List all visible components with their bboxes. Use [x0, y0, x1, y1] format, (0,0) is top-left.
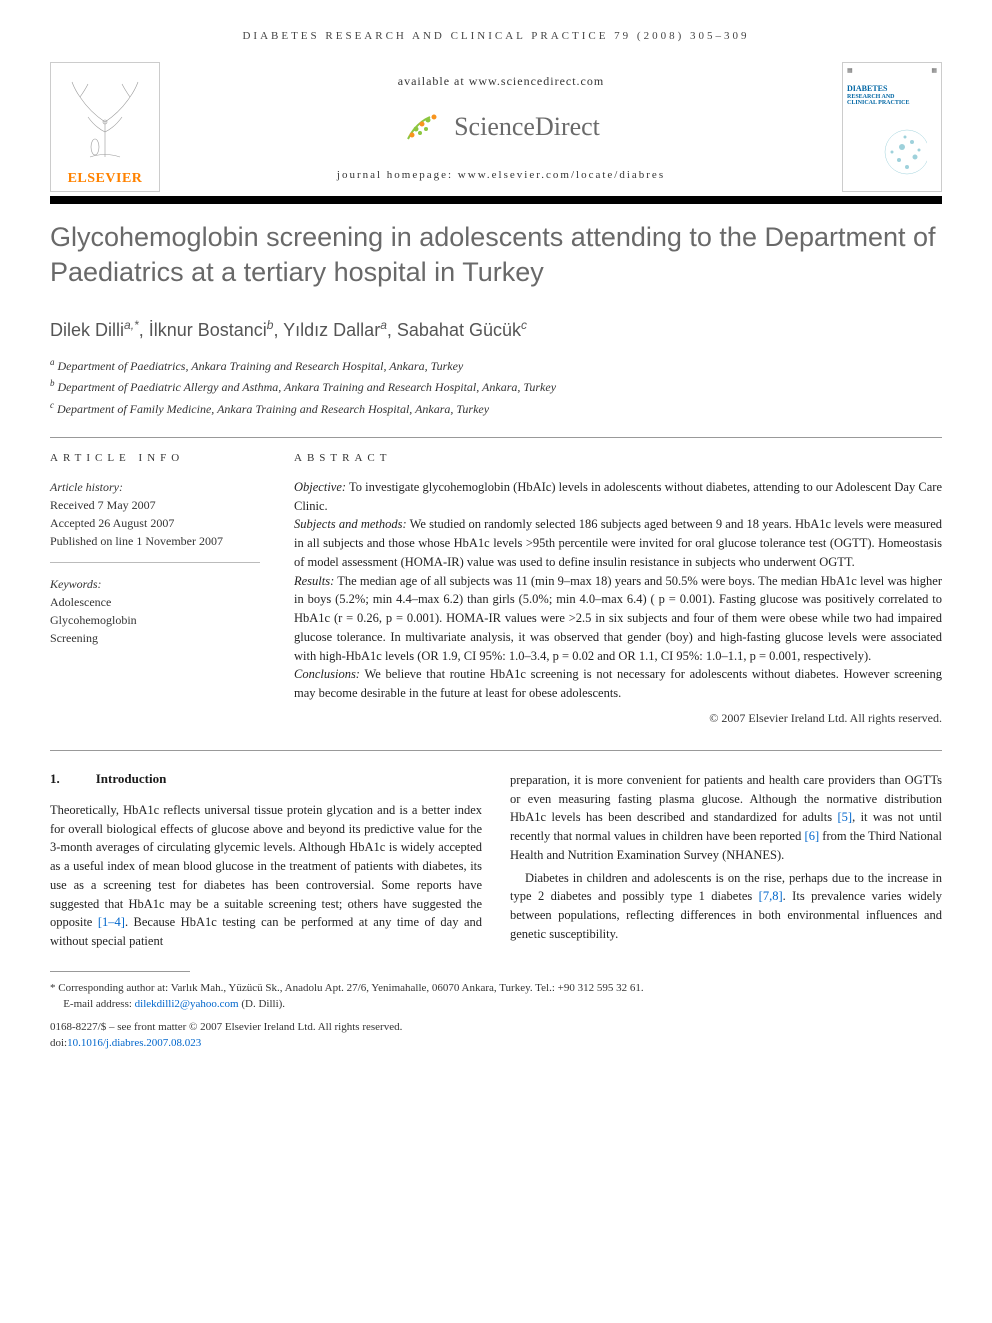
abstract-copyright: © 2007 Elsevier Ireland Ltd. All rights … — [294, 711, 942, 726]
elsevier-logo: ELSEVIER — [50, 62, 160, 192]
author-1: Dilek Dilli — [50, 320, 124, 340]
received-date: Received 7 May 2007 — [50, 496, 260, 514]
keywords-label: Keywords: — [50, 575, 260, 593]
section-number: 1. — [50, 771, 60, 787]
sciencedirect-logo[interactable]: ScienceDirect — [180, 109, 822, 145]
keyword: Screening — [50, 629, 260, 647]
elsevier-tree-icon — [51, 63, 159, 171]
corresponding-author: * Corresponding author at: Varlık Mah., … — [50, 980, 942, 997]
author-list: Dilek Dillia,*, İlknur Bostancib, Yıldız… — [50, 318, 942, 341]
available-at-text: available at www.sciencedirect.com — [180, 74, 822, 89]
intro-para-1: Theoretically, HbA1c reflects universal … — [50, 801, 482, 951]
email-label: E-mail address: — [63, 998, 134, 1010]
intro-para-3: Diabetes in children and adolescents is … — [510, 869, 942, 944]
author-3: Yıldız Dallar — [283, 320, 380, 340]
cover-art — [847, 107, 937, 187]
body-columns: 1. Introduction Theoretically, HbA1c ref… — [50, 771, 942, 951]
citation-link[interactable]: [6] — [805, 829, 820, 843]
footnote-divider — [50, 971, 190, 972]
header-divider-bar — [50, 196, 942, 204]
accepted-date: Accepted 26 August 2007 — [50, 514, 260, 532]
running-head: DIABETES RESEARCH AND CLINICAL PRACTICE … — [50, 30, 942, 42]
article-info-heading: ARTICLE INFO — [50, 452, 260, 464]
issn-line: 0168-8227/$ – see front matter © 2007 El… — [50, 1019, 942, 1036]
section-heading-intro: 1. Introduction — [50, 771, 482, 787]
author-2: İlknur Bostanci — [149, 320, 267, 340]
abstract-subjects-label: Subjects and methods: — [294, 517, 407, 531]
doi-label: doi: — [50, 1037, 67, 1049]
article-info-panel: ARTICLE INFO Article history: Received 7… — [50, 452, 260, 726]
abstract-objective-label: Objective: — [294, 480, 346, 494]
abstract-conclusions: We believe that routine HbA1c screening … — [294, 667, 942, 700]
keyword: Glycohemoglobin — [50, 611, 260, 629]
doi-link[interactable]: 10.1016/j.diabres.2007.08.023 — [67, 1037, 201, 1049]
elsevier-label: ELSEVIER — [68, 171, 143, 191]
section-divider — [50, 437, 942, 438]
abstract-heading: ABSTRACT — [294, 452, 942, 464]
citation-link[interactable]: [5] — [838, 810, 853, 824]
abstract-panel: ABSTRACT Objective: To investigate glyco… — [294, 452, 942, 726]
journal-homepage[interactable]: journal homepage: www.elsevier.com/locat… — [180, 169, 822, 181]
abstract-objective: To investigate glycohemoglobin (HbAIc) l… — [294, 480, 942, 513]
history-label: Article history: — [50, 478, 260, 496]
footnotes: * Corresponding author at: Varlık Mah., … — [50, 980, 942, 1052]
author-4: Sabahat Gücük — [397, 320, 521, 340]
publisher-header: ELSEVIER available at www.sciencedirect.… — [50, 62, 942, 192]
abstract-results-label: Results: — [294, 574, 334, 588]
sciencedirect-icon — [402, 109, 446, 145]
published-date: Published on line 1 November 2007 — [50, 532, 260, 550]
affiliations: a Department of Paediatrics, Ankara Trai… — [50, 355, 942, 419]
citation-link[interactable]: [7,8] — [759, 889, 783, 903]
keyword: Adolescence — [50, 593, 260, 611]
cover-title: DIABETES — [847, 85, 937, 94]
citation-link[interactable]: [1–4] — [98, 915, 125, 929]
article-title: Glycohemoglobin screening in adolescents… — [50, 220, 942, 290]
abstract-conclusions-label: Conclusions: — [294, 667, 360, 681]
section-title: Introduction — [96, 771, 167, 787]
journal-cover-thumb: ▦▦ DIABETES RESEARCH AND CLINICAL PRACTI… — [842, 62, 942, 192]
sciencedirect-text: ScienceDirect — [454, 112, 600, 142]
abstract-results: The median age of all subjects was 11 (m… — [294, 574, 942, 663]
abstract-divider — [50, 750, 942, 751]
intro-para-2: preparation, it is more convenient for p… — [510, 771, 942, 865]
email-link[interactable]: dilekdilli2@yahoo.com — [135, 998, 239, 1010]
